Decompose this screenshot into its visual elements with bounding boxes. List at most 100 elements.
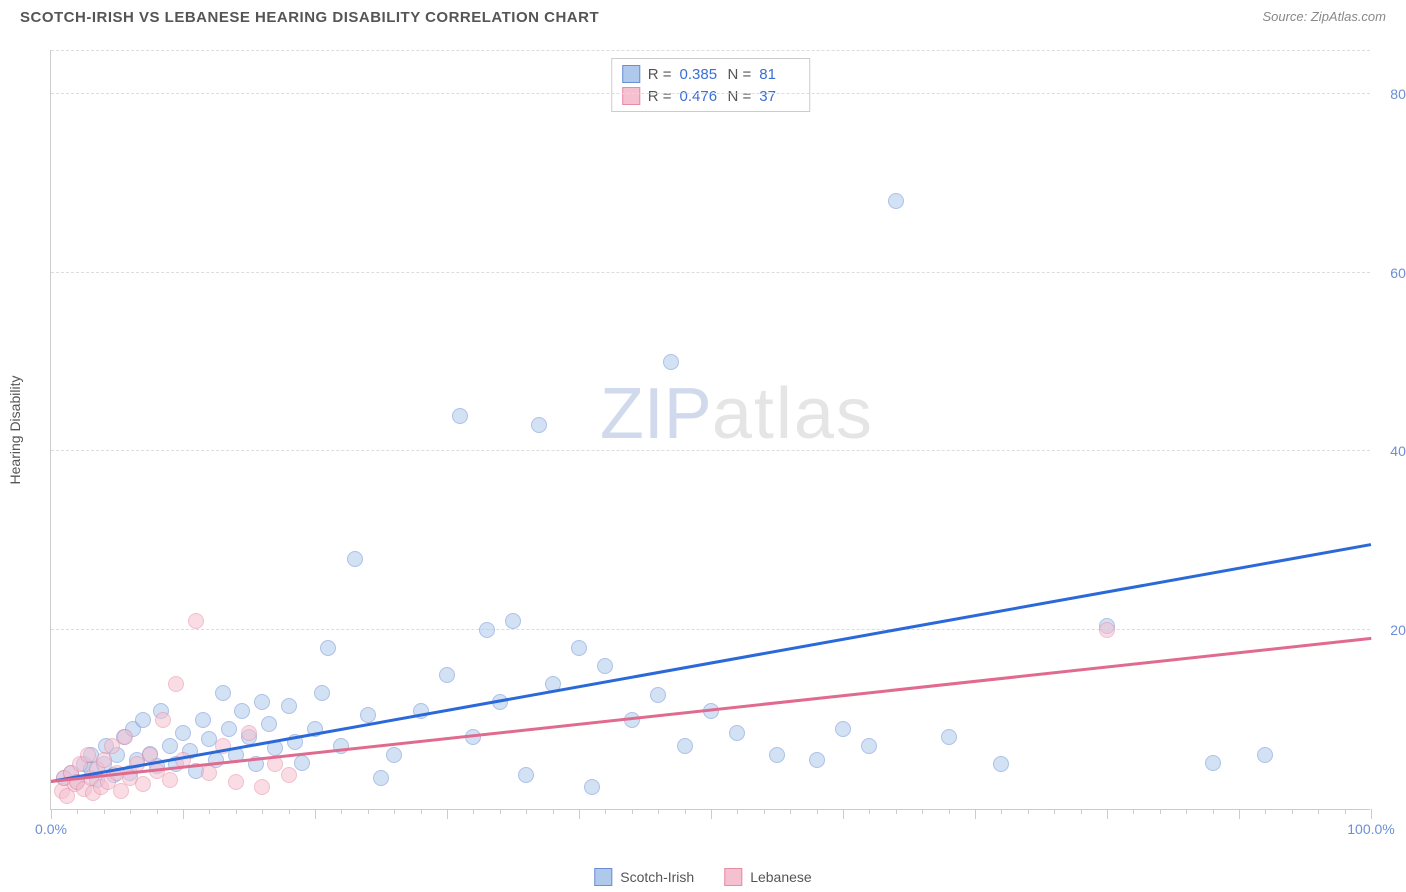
data-point bbox=[175, 725, 191, 741]
data-point bbox=[117, 729, 133, 745]
y-tick-label: 80.0% bbox=[1375, 86, 1406, 102]
x-tick bbox=[1213, 809, 1214, 814]
x-tick bbox=[764, 809, 765, 814]
data-point bbox=[281, 698, 297, 714]
data-point bbox=[314, 685, 330, 701]
data-point bbox=[518, 767, 534, 783]
data-point bbox=[531, 417, 547, 433]
data-point bbox=[155, 712, 171, 728]
data-point bbox=[195, 712, 211, 728]
data-point bbox=[1099, 622, 1115, 638]
x-tick bbox=[843, 809, 844, 819]
y-tick-label: 20.0% bbox=[1375, 622, 1406, 638]
x-tick bbox=[658, 809, 659, 814]
x-tick bbox=[1186, 809, 1187, 814]
x-tick bbox=[896, 809, 897, 814]
x-tick bbox=[1160, 809, 1161, 814]
r-value: 0.476 bbox=[680, 88, 720, 105]
n-value: 37 bbox=[759, 88, 799, 105]
data-point bbox=[254, 694, 270, 710]
data-point bbox=[861, 738, 877, 754]
stats-row: R = 0.385 N = 81 bbox=[622, 63, 800, 85]
data-point bbox=[162, 738, 178, 754]
n-label: N = bbox=[728, 66, 752, 83]
data-point bbox=[386, 747, 402, 763]
r-label: R = bbox=[648, 66, 672, 83]
legend-swatch bbox=[724, 868, 742, 886]
watermark-zip: ZIP bbox=[600, 374, 712, 454]
x-tick bbox=[1107, 809, 1108, 819]
x-tick bbox=[949, 809, 950, 814]
data-point bbox=[320, 640, 336, 656]
legend-label: Scotch-Irish bbox=[620, 869, 694, 885]
x-tick bbox=[922, 809, 923, 814]
x-tick bbox=[526, 809, 527, 814]
x-tick bbox=[289, 809, 290, 814]
data-point bbox=[505, 613, 521, 629]
x-tick bbox=[579, 809, 580, 819]
x-tick bbox=[553, 809, 554, 814]
watermark-atlas: atlas bbox=[712, 374, 874, 454]
x-tick bbox=[1318, 809, 1319, 814]
gridline bbox=[51, 272, 1370, 273]
data-point bbox=[677, 738, 693, 754]
x-tick bbox=[394, 809, 395, 814]
x-tick bbox=[262, 809, 263, 814]
x-tick bbox=[632, 809, 633, 814]
x-tick bbox=[1345, 809, 1346, 814]
n-label: N = bbox=[728, 88, 752, 105]
legend-label: Lebanese bbox=[750, 869, 812, 885]
data-point bbox=[281, 767, 297, 783]
data-point bbox=[993, 756, 1009, 772]
chart-title: SCOTCH-IRISH VS LEBANESE HEARING DISABIL… bbox=[20, 9, 599, 26]
x-tick-label: 0.0% bbox=[35, 821, 67, 837]
data-point bbox=[113, 783, 129, 799]
stats-legend: R = 0.385 N = 81 R = 0.476 N = 37 bbox=[611, 58, 811, 112]
data-point bbox=[571, 640, 587, 656]
data-point bbox=[234, 703, 250, 719]
x-tick bbox=[737, 809, 738, 814]
data-point bbox=[162, 772, 178, 788]
x-tick bbox=[315, 809, 316, 819]
x-tick bbox=[1239, 809, 1240, 819]
data-point bbox=[729, 725, 745, 741]
x-tick bbox=[368, 809, 369, 814]
chart-area: Hearing Disability ZIPatlas R =0.385N =8… bbox=[50, 50, 1370, 810]
legend-swatch bbox=[594, 868, 612, 886]
gridline bbox=[51, 93, 1370, 94]
data-point bbox=[941, 729, 957, 745]
x-tick bbox=[130, 809, 131, 814]
r-label: R = bbox=[648, 88, 672, 105]
source-label: Source: bbox=[1262, 9, 1310, 24]
legend-item: Lebanese bbox=[724, 868, 812, 886]
watermark: ZIPatlas bbox=[600, 373, 874, 455]
data-point bbox=[228, 774, 244, 790]
data-point bbox=[1257, 747, 1273, 763]
x-tick bbox=[869, 809, 870, 814]
x-tick bbox=[209, 809, 210, 814]
x-tick bbox=[1054, 809, 1055, 814]
gridline bbox=[51, 50, 1370, 51]
data-point bbox=[135, 776, 151, 792]
data-point bbox=[663, 354, 679, 370]
data-point bbox=[888, 193, 904, 209]
x-tick bbox=[447, 809, 448, 819]
data-point bbox=[452, 408, 468, 424]
gridline bbox=[51, 629, 1370, 630]
data-point bbox=[188, 613, 204, 629]
x-tick bbox=[1265, 809, 1266, 814]
x-tick bbox=[421, 809, 422, 814]
r-value: 0.385 bbox=[680, 66, 720, 83]
data-point bbox=[360, 707, 376, 723]
x-tick bbox=[77, 809, 78, 814]
data-point bbox=[333, 738, 349, 754]
data-point bbox=[479, 622, 495, 638]
x-tick bbox=[711, 809, 712, 819]
source-attribution: Source: ZipAtlas.com bbox=[1262, 8, 1386, 26]
x-tick bbox=[1001, 809, 1002, 814]
x-tick bbox=[341, 809, 342, 814]
n-value: 81 bbox=[759, 66, 799, 83]
legend-item: Scotch-Irish bbox=[594, 868, 694, 886]
data-point bbox=[835, 721, 851, 737]
data-point bbox=[597, 658, 613, 674]
